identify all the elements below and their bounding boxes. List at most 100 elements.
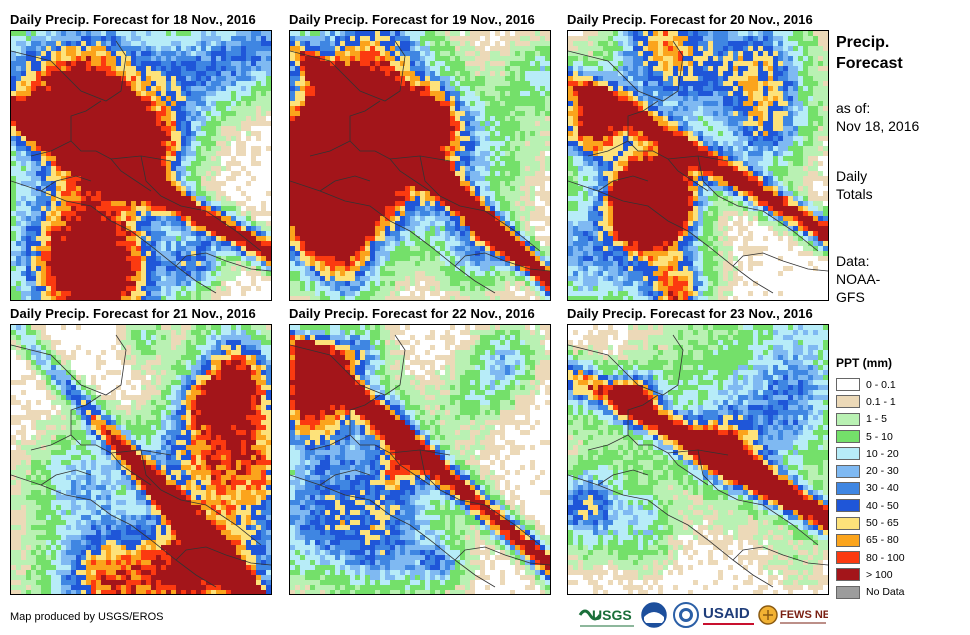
legend-swatch xyxy=(836,568,860,582)
precip-grid xyxy=(290,325,550,594)
noaa-logo xyxy=(641,602,667,628)
panel-title: Daily Precip. Forecast for 19 Nov., 2016 xyxy=(289,12,535,27)
legend-item: 50 - 65 xyxy=(836,514,905,531)
country-border xyxy=(70,100,102,141)
country-border xyxy=(175,252,271,272)
panel-title: Daily Precip. Forecast for 21 Nov., 2016 xyxy=(10,306,256,321)
country-border xyxy=(587,140,729,162)
country-border xyxy=(40,175,92,192)
precip-grid xyxy=(11,325,271,594)
legend-label: > 100 xyxy=(866,568,893,581)
country-border xyxy=(110,158,152,192)
country-border xyxy=(667,158,709,192)
country-border xyxy=(290,40,406,102)
legend-item: 10 - 20 xyxy=(836,445,905,462)
legend-swatch xyxy=(836,585,860,599)
country-border xyxy=(454,252,550,272)
legend-title: PPT (mm) xyxy=(836,356,893,370)
country-border xyxy=(697,155,819,252)
legend-swatch xyxy=(836,378,860,392)
legend-item: 5 - 10 xyxy=(836,428,905,445)
legend-item: 1 - 5 xyxy=(836,411,905,428)
legend-item: 80 - 100 xyxy=(836,549,905,566)
legend-swatch xyxy=(836,395,860,409)
legend-swatch xyxy=(836,481,860,495)
doi-seal-logo xyxy=(673,602,699,628)
precip-grid xyxy=(568,31,828,300)
daily-totals-block: Daily Totals xyxy=(836,167,873,203)
precip-grid xyxy=(290,31,550,300)
country-border xyxy=(11,474,217,588)
data-source-line2: NOAA- xyxy=(836,271,881,287)
legend-item: 0 - 0.1 xyxy=(836,376,905,393)
legend-label: No Data xyxy=(866,586,905,599)
legend-swatch xyxy=(836,533,860,547)
country-border xyxy=(597,469,649,486)
sidebar-title: Precip. Forecast xyxy=(836,32,903,74)
country-border xyxy=(568,474,774,588)
legend-item: No Data xyxy=(836,584,905,601)
credit-text: Map produced by USGS/EROS xyxy=(10,611,164,623)
daily-totals-line1: Daily xyxy=(836,168,868,184)
country-border xyxy=(30,140,172,162)
legend-swatch xyxy=(836,499,860,513)
forecast-map xyxy=(289,324,551,595)
legend-swatch xyxy=(836,464,860,478)
country-border xyxy=(697,449,819,546)
panel-title: Daily Precip. Forecast for 18 Nov., 2016 xyxy=(10,12,256,27)
country-border xyxy=(349,394,381,435)
country-border xyxy=(11,40,127,102)
country-border xyxy=(175,546,271,566)
legend-label: 0 - 0.1 xyxy=(866,378,896,391)
legend-label: 40 - 50 xyxy=(866,499,899,512)
panel-title: Daily Precip. Forecast for 22 Nov., 2016 xyxy=(289,306,535,321)
sidebar-title-line1: Precip. xyxy=(836,34,890,51)
country-border xyxy=(11,180,217,294)
legend-item: 30 - 40 xyxy=(836,480,905,497)
country-border xyxy=(140,155,262,252)
panel-title: Daily Precip. Forecast for 23 Nov., 2016 xyxy=(567,306,813,321)
country-border xyxy=(587,434,729,456)
legend-item: 40 - 50 xyxy=(836,497,905,514)
country-border xyxy=(627,394,659,435)
forecast-map xyxy=(567,30,829,301)
legend-swatch xyxy=(836,430,860,444)
country-border xyxy=(290,474,496,588)
country-border xyxy=(597,175,649,192)
forecast-map xyxy=(10,324,272,595)
country-border xyxy=(290,334,406,396)
legend: 0 - 0.1 0.1 - 1 1 - 5 5 - 10 10 - 20 20 - 30 3… xyxy=(836,376,905,601)
country-border xyxy=(319,175,371,192)
usgs-logo-text: USGS xyxy=(592,607,632,623)
country-border xyxy=(70,394,102,435)
legend-item: 65 - 80 xyxy=(836,532,905,549)
panel-title: Daily Precip. Forecast for 20 Nov., 2016 xyxy=(567,12,813,27)
as-of-label: as of: xyxy=(836,100,871,116)
country-border xyxy=(349,100,381,141)
fews-net-logo: FEWS NET xyxy=(758,605,828,625)
data-source-line1: Data: xyxy=(836,253,870,269)
legend-label: 30 - 40 xyxy=(866,482,899,495)
country-border xyxy=(389,158,431,192)
data-source-block: Data: NOAA- GFS xyxy=(836,252,880,306)
legend-item: 20 - 30 xyxy=(836,462,905,479)
legend-label: 20 - 30 xyxy=(866,465,899,478)
country-border xyxy=(290,180,496,294)
forecast-map xyxy=(289,30,551,301)
precip-grid xyxy=(11,31,271,300)
usaid-logo: USAID xyxy=(703,605,754,625)
usgs-logo: USGS xyxy=(578,607,634,627)
legend-label: 1 - 5 xyxy=(866,413,888,426)
country-border xyxy=(568,180,774,294)
as-of-block: as of: Nov 18, 2016 xyxy=(836,99,919,135)
fews-net-logo-text: FEWS NET xyxy=(780,609,828,621)
legend-item: 0.1 - 1 xyxy=(836,393,905,410)
legend-label: 5 - 10 xyxy=(866,430,893,443)
legend-item: > 100 xyxy=(836,566,905,583)
country-border xyxy=(568,40,684,102)
forecast-map xyxy=(567,324,829,595)
sidebar-title-line2: Forecast xyxy=(836,55,903,72)
country-border xyxy=(667,452,709,486)
country-border xyxy=(11,334,127,396)
legend-label: 10 - 20 xyxy=(866,447,899,460)
